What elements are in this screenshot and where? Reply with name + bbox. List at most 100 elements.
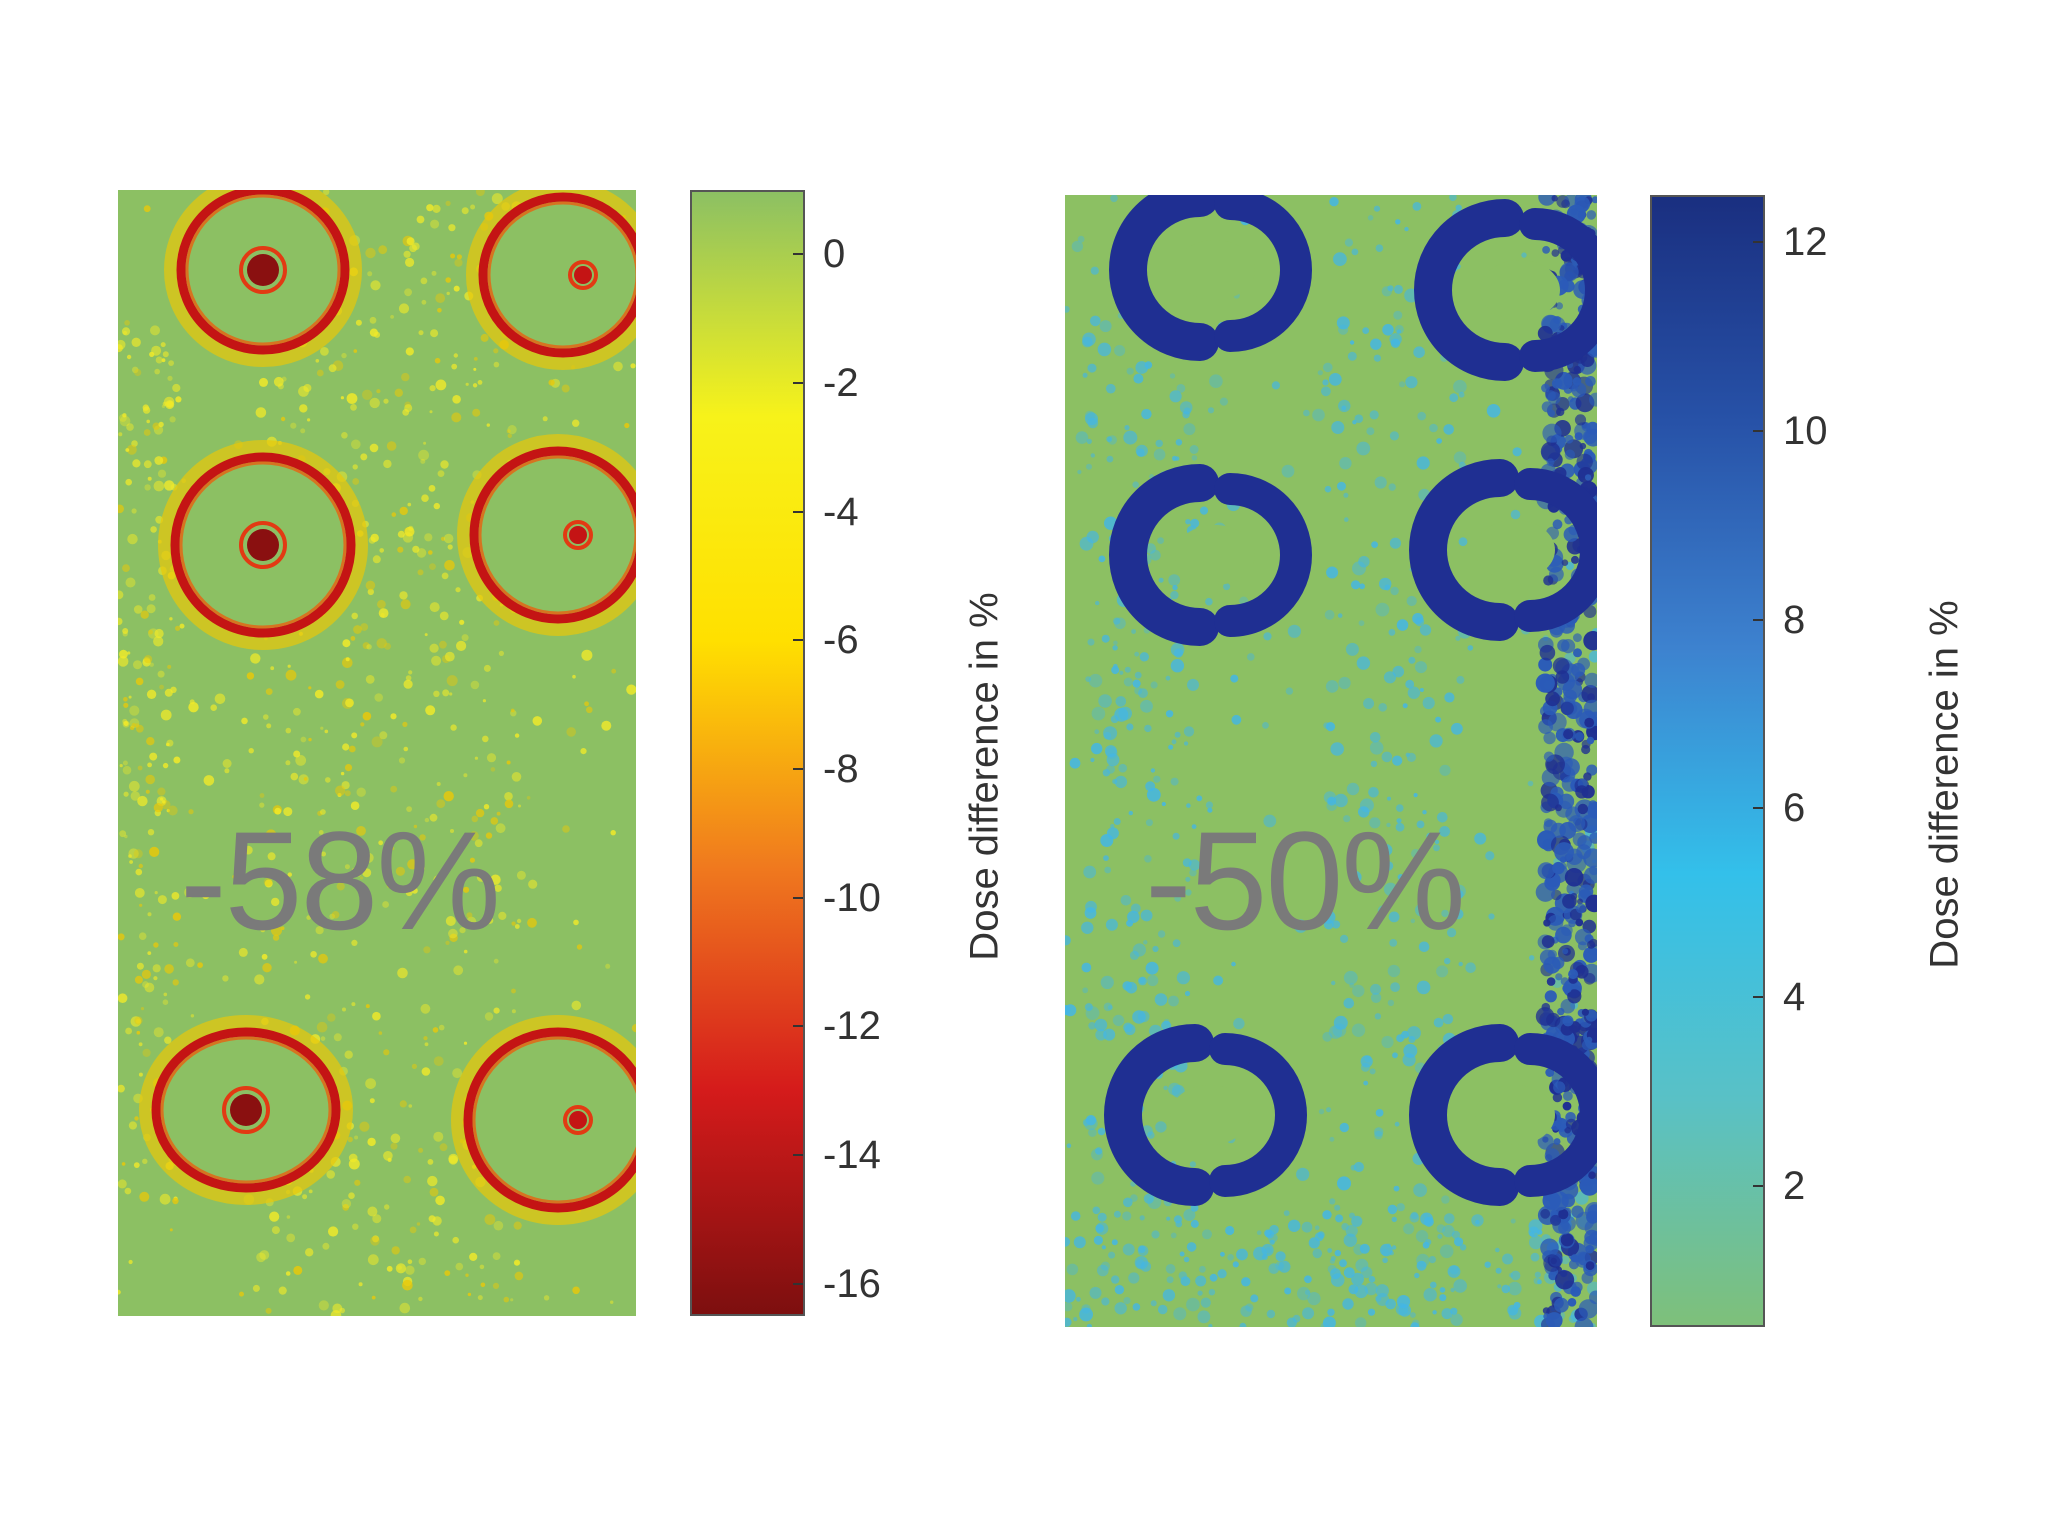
speckle (164, 964, 174, 974)
speckle (362, 642, 370, 650)
dose-blob-right (1514, 468, 1597, 632)
colorbar-tick (793, 382, 803, 385)
speckle (1139, 1215, 1145, 1221)
speckle (1113, 617, 1121, 625)
speckle (1370, 983, 1382, 995)
speckle (1084, 1003, 1093, 1012)
speckle (384, 642, 391, 650)
speckle (445, 940, 450, 946)
speckle (1343, 1233, 1357, 1247)
speckle (469, 857, 475, 863)
speckle-dark (1539, 644, 1556, 661)
speckle (449, 933, 458, 942)
speckle (1183, 423, 1196, 436)
speckle (1223, 583, 1231, 591)
speckle (369, 397, 380, 409)
speckle (188, 702, 199, 713)
speckle (144, 655, 153, 664)
speckle (390, 785, 398, 793)
speckle (350, 801, 360, 810)
speckle (1106, 753, 1120, 767)
speckle (532, 716, 543, 726)
left-dose-map (118, 190, 636, 1316)
speckle (1152, 945, 1159, 953)
speckle (439, 611, 449, 621)
speckle (1458, 961, 1463, 967)
speckle (119, 415, 131, 427)
speckle (1428, 1256, 1436, 1264)
speckle (450, 253, 456, 259)
speckle (1089, 1286, 1102, 1299)
speckle (154, 456, 164, 465)
speckle (308, 737, 312, 742)
speckle (118, 504, 124, 514)
speckle (453, 965, 464, 976)
speckle (1261, 1254, 1268, 1260)
speckle (528, 879, 538, 889)
speckle (1197, 1290, 1203, 1296)
speckle (197, 962, 203, 968)
dose-blob-right (1514, 1033, 1597, 1197)
speckle (1441, 1195, 1450, 1204)
speckle (1495, 1267, 1502, 1274)
colorbar-tick (1753, 995, 1763, 998)
speckle (1420, 1212, 1433, 1226)
speckle (1108, 1251, 1116, 1259)
speckle (513, 1259, 521, 1266)
speckle-dark (1581, 1008, 1589, 1016)
speckle (408, 670, 413, 675)
speckle (173, 756, 181, 764)
speckle (1166, 1216, 1171, 1221)
speckle (391, 1246, 400, 1255)
speckle (1368, 1276, 1376, 1283)
speckle (405, 675, 412, 681)
speckle (1183, 1256, 1190, 1263)
speckle (412, 545, 420, 553)
speckle (424, 633, 428, 637)
speckle (272, 934, 280, 941)
speckle (543, 1295, 550, 1301)
speckle (369, 1098, 375, 1104)
speckle (153, 480, 165, 492)
speckle (1334, 1249, 1341, 1257)
speckle (1097, 342, 1112, 357)
speckle (135, 724, 144, 733)
speckle (433, 1131, 444, 1142)
speckle (1351, 1215, 1363, 1227)
speckle (1330, 742, 1344, 756)
speckle (1134, 671, 1142, 679)
speckle (147, 951, 152, 955)
speckle (485, 832, 493, 839)
speckle (1326, 566, 1339, 579)
speckle (1324, 609, 1335, 620)
speckle (341, 352, 347, 359)
speckle (1065, 1302, 1073, 1312)
speckle (140, 1007, 145, 1011)
speckle (1106, 455, 1114, 463)
speckle (455, 587, 461, 593)
speckle (437, 470, 445, 477)
speckle (1374, 1013, 1382, 1020)
speckle (147, 912, 152, 917)
speckle (1439, 764, 1451, 776)
left-map-content (118, 190, 636, 1316)
speckle-dark (1542, 1307, 1550, 1315)
speckle (161, 404, 166, 408)
speckle (1325, 680, 1339, 693)
speckle (1389, 939, 1398, 947)
speckle (428, 550, 433, 555)
speckle (1358, 620, 1365, 626)
speckle (1393, 310, 1403, 320)
colorbar-tick-label: 10 (1783, 408, 1828, 453)
speckle (287, 664, 291, 668)
speckle (1474, 832, 1487, 845)
speckle (348, 745, 356, 753)
speckle (1123, 677, 1133, 687)
speckle (1128, 810, 1133, 816)
speckle (1422, 696, 1435, 710)
speckle (1395, 822, 1405, 832)
speckle (125, 1027, 132, 1035)
speckle (432, 1027, 439, 1033)
speckle (1359, 798, 1374, 813)
speckle (1140, 909, 1153, 922)
